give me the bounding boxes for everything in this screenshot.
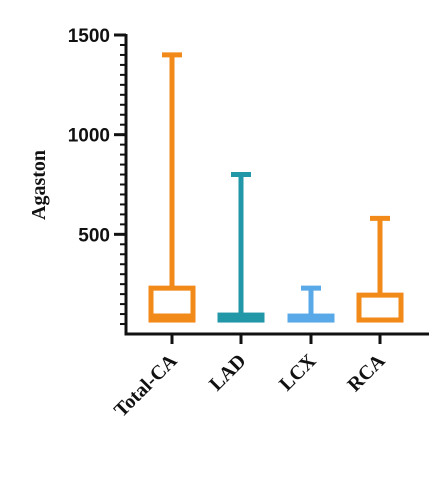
box-iqr xyxy=(356,292,404,323)
box-group xyxy=(287,285,335,323)
y-tick-label: 500 xyxy=(78,225,110,246)
box-group xyxy=(356,215,404,323)
y-tick-label: 1500 xyxy=(68,26,110,47)
axis-labels: Agaston xyxy=(28,150,50,220)
box-iqr xyxy=(148,285,196,323)
y-axis-label: Agaston xyxy=(28,150,50,220)
x-category-label: Total-CA xyxy=(110,350,182,422)
x-category-label: RCA xyxy=(343,350,390,397)
box-group xyxy=(148,52,196,323)
y-tick-label: 1000 xyxy=(68,126,110,147)
y-axis: 500 1000 1500 xyxy=(68,26,128,336)
box-group xyxy=(217,172,265,323)
x-axis: Total-CA LAD LCX RCA xyxy=(110,332,429,422)
x-category-label: LAD xyxy=(205,350,250,395)
x-category-label: LCX xyxy=(275,350,321,396)
box-series xyxy=(148,52,404,323)
